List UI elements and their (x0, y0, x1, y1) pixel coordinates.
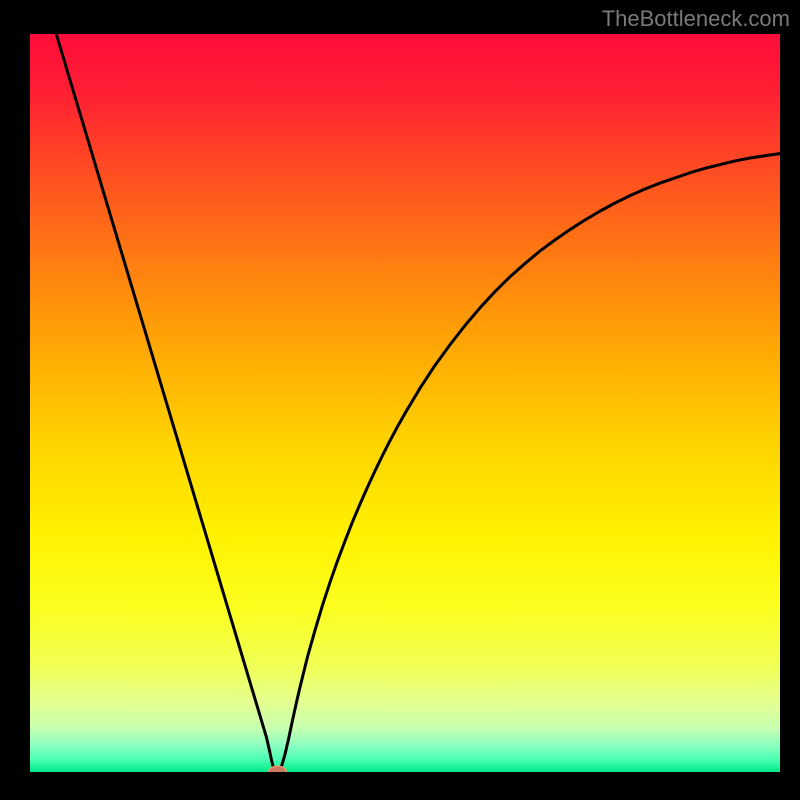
plot-area (30, 34, 780, 772)
frame-right (780, 0, 800, 800)
chart-svg (30, 34, 780, 772)
frame-bottom (0, 772, 800, 800)
gradient-background (30, 34, 780, 772)
frame-top (0, 0, 800, 34)
frame-left (0, 0, 30, 800)
